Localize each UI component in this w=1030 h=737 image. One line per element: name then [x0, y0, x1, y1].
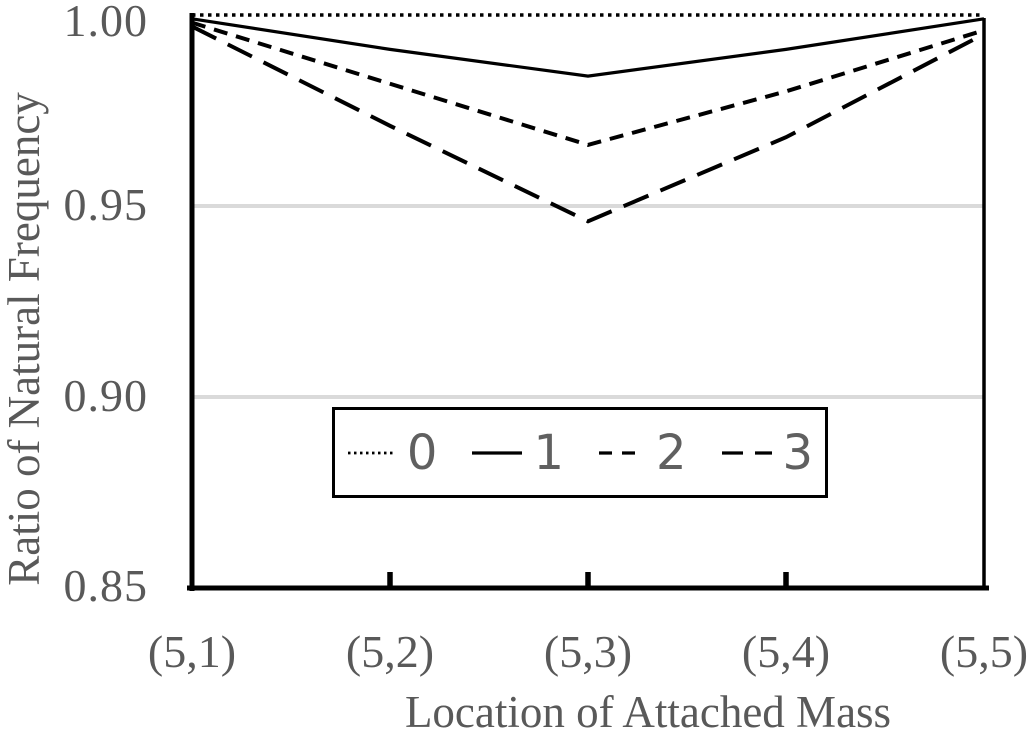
legend-line-sample-solid-icon: [472, 450, 523, 455]
legend-item: 2: [598, 429, 687, 477]
y-tick-label: 1.00: [63, 0, 148, 46]
y-tick-label: 0.90: [63, 370, 148, 421]
x-axis-title: Location of Attached Mass: [404, 687, 892, 737]
legend-item-label: 0: [406, 424, 438, 481]
legend: 0 1 2 3: [332, 407, 828, 498]
legend-line-sample-short-dash-icon: [599, 450, 645, 455]
series-line-3: [191, 24, 985, 224]
x-tick-label: (5,4): [741, 626, 831, 677]
legend-item-label: 2: [656, 424, 687, 481]
series-line-2: [191, 20, 985, 147]
y-tick-label: 0.95: [63, 179, 148, 230]
legend-line-sample-long-dash-icon: [721, 450, 772, 455]
legend-item: 1: [471, 429, 564, 477]
series-line-1: [191, 17, 985, 78]
x-tick-label: (5,5): [939, 626, 1029, 677]
legend-item-label: 3: [782, 424, 814, 481]
legend-item: 0: [347, 424, 438, 481]
y-axis-title: Ratio of Natural Frequency: [0, 92, 49, 586]
plot-area: [187, 13, 989, 591]
x-tick-label: (5,3): [543, 626, 633, 677]
legend-line-sample-dotted-icon: [347, 451, 396, 454]
legend-item-label: 1: [533, 424, 564, 481]
legend-item: 3: [721, 424, 814, 481]
y-tick-label: 0.85: [63, 560, 148, 611]
x-tick-label: (5,1): [147, 626, 237, 677]
x-tick-label: (5,2): [345, 626, 435, 677]
